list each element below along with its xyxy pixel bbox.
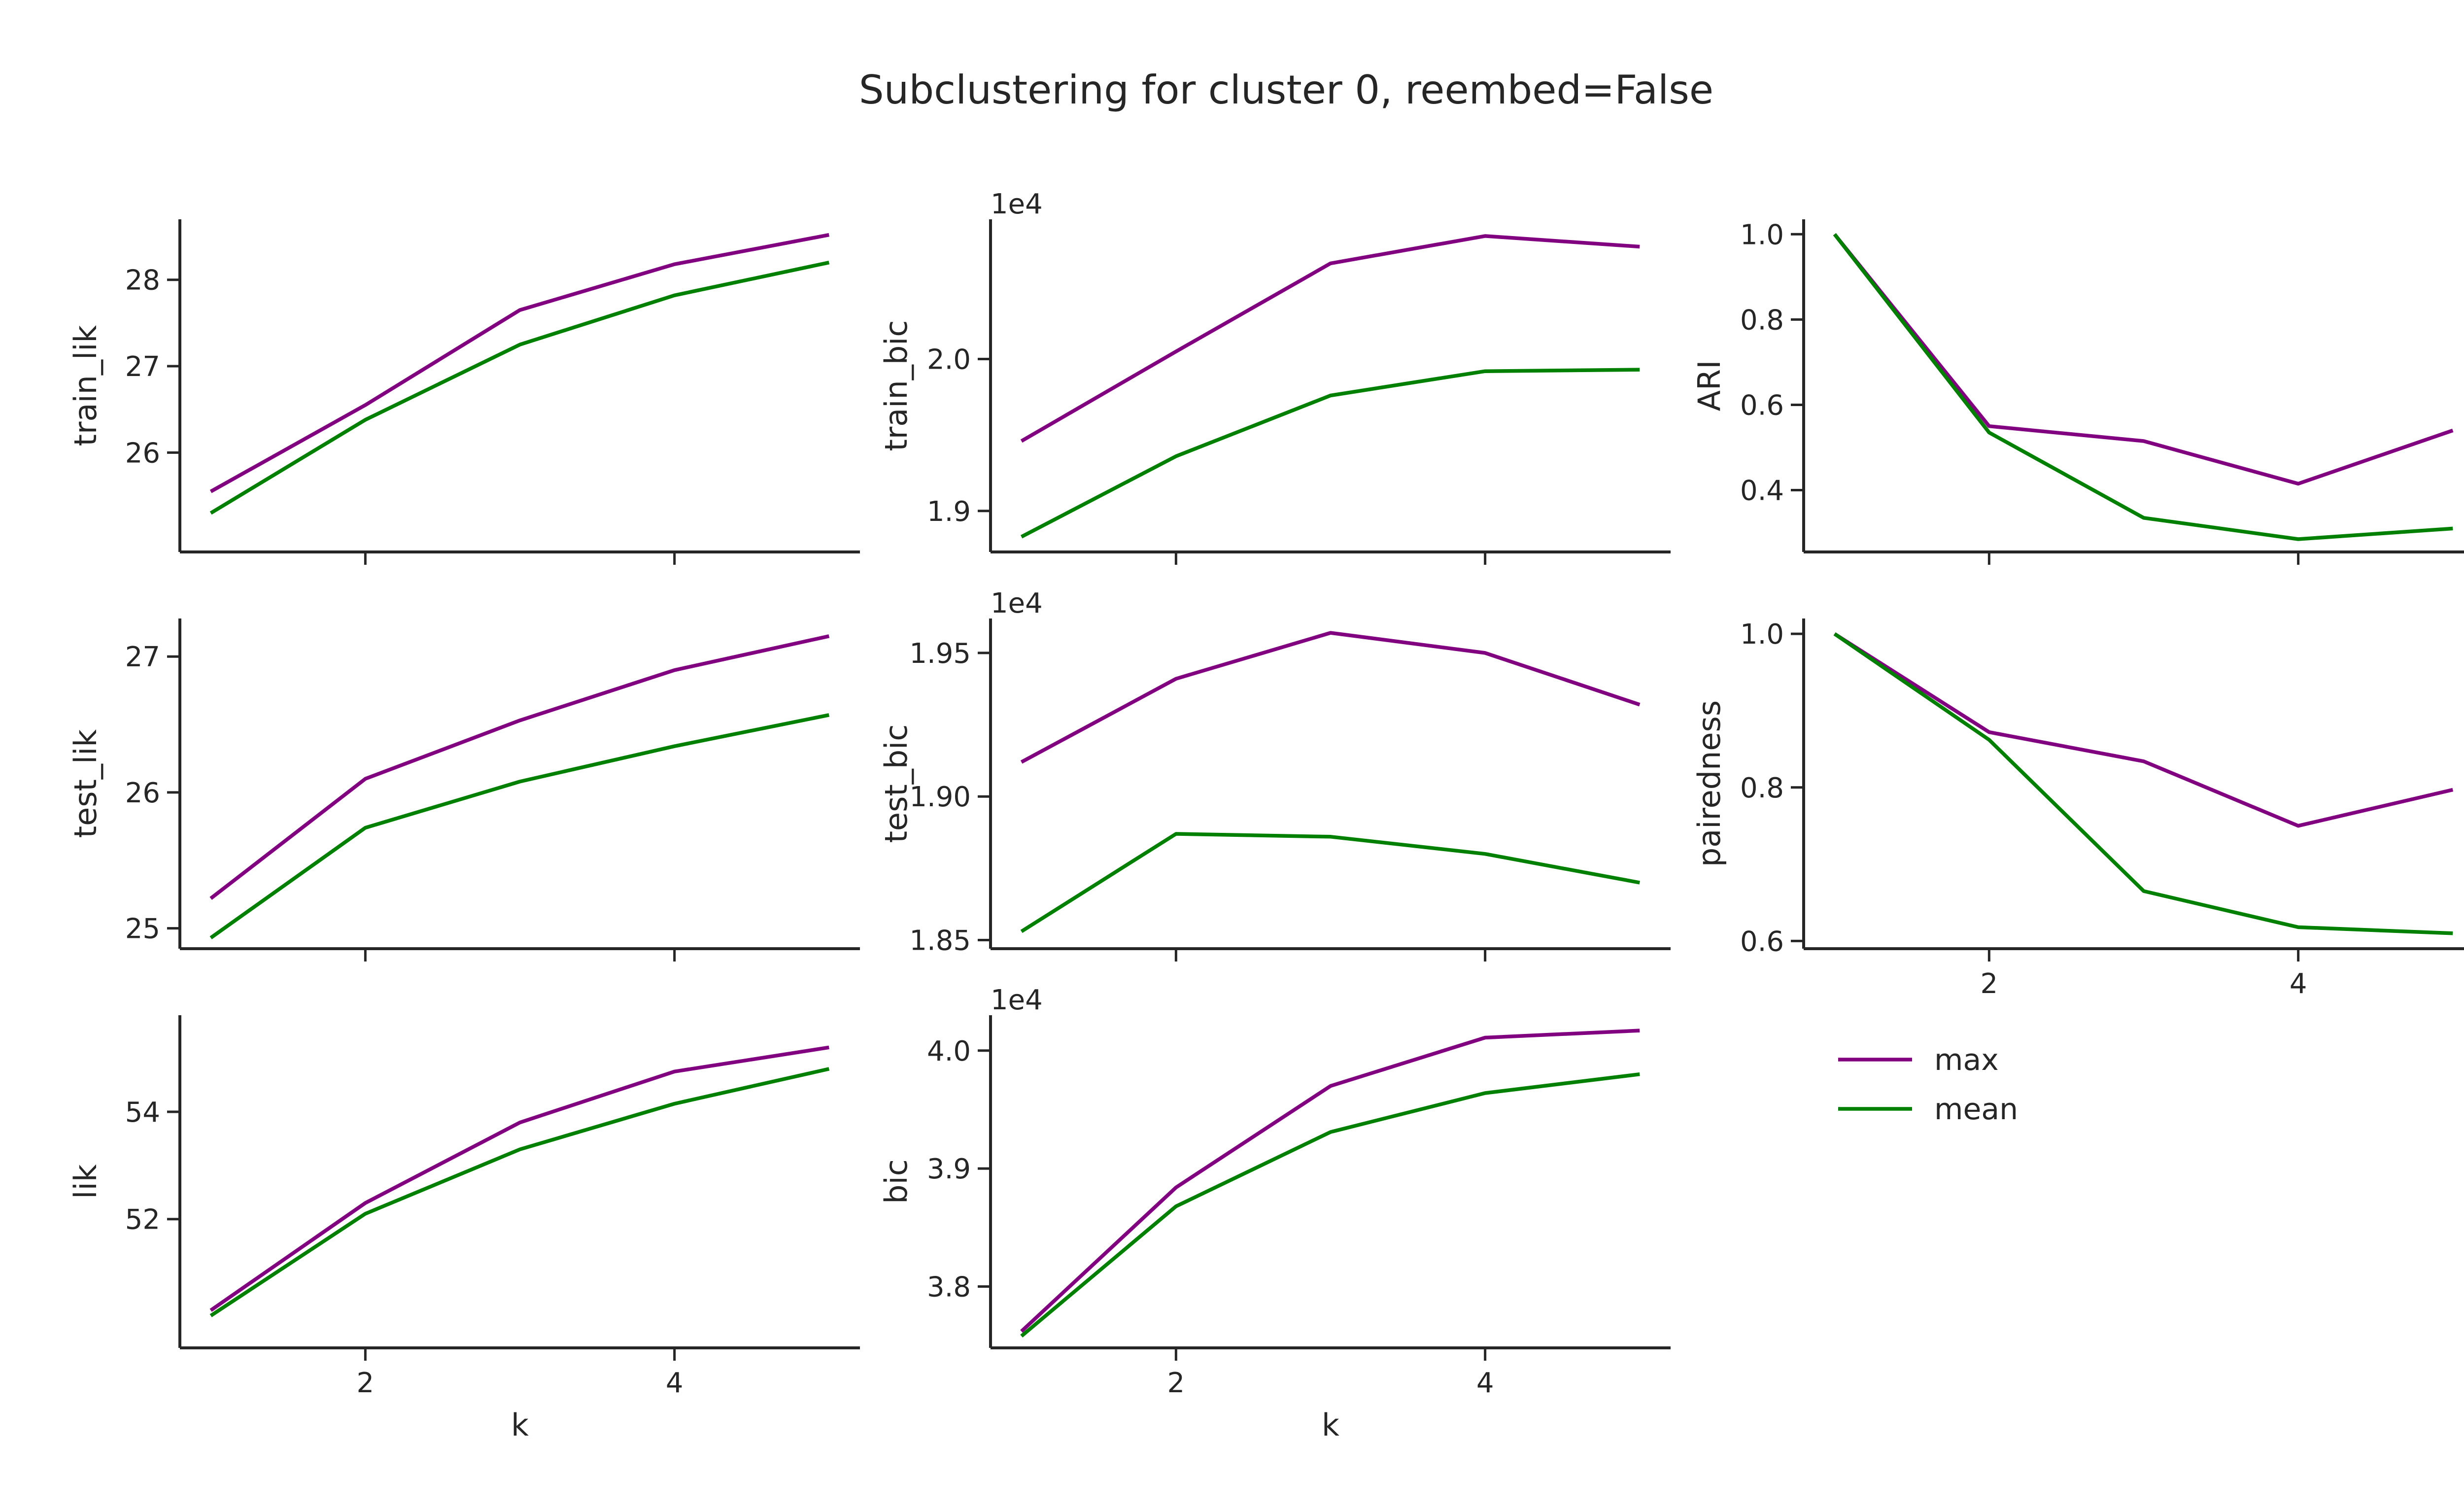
- legend-entry-max: max: [1838, 1043, 1999, 1077]
- x-tick-label: 2: [1981, 968, 1998, 1000]
- series-line-max: [1020, 1029, 1640, 1333]
- subplot-train_bic: 1.9 2.0 train_bic 1e4: [878, 188, 1671, 565]
- y-axis-label: bic: [878, 1159, 914, 1204]
- y-axis-label: ARI: [1691, 360, 1727, 412]
- subplot-lik: 52 54 2 4 lik k: [68, 1015, 860, 1443]
- series-line-max: [1020, 631, 1641, 764]
- y-tick-label: 0.6: [1740, 926, 1784, 958]
- subplot-test_lik: 25 26 27 test_lik: [68, 618, 860, 962]
- subplot-bic: 3.8 3.9 4.0 2 4 bic k 1e4: [878, 984, 1671, 1443]
- y-axis-label: test_bic: [878, 724, 914, 843]
- axis-offset-label: 1e4: [991, 984, 1043, 1016]
- y-axis-label: pairedness: [1691, 700, 1727, 867]
- x-axis-label: k: [1322, 1407, 1339, 1443]
- x-tick-label: 2: [357, 1367, 375, 1399]
- x-tick-label: 4: [1476, 1367, 1494, 1399]
- series-line-mean: [1833, 233, 2453, 541]
- y-tick-label: 3.8: [927, 1271, 971, 1304]
- x-tick-label: 2: [1167, 1367, 1185, 1399]
- series-line-max: [1833, 233, 2454, 486]
- series-line-mean: [1020, 368, 1640, 539]
- y-tick-label: 52: [125, 1204, 160, 1236]
- y-tick-label: 54: [125, 1097, 160, 1129]
- series-line-mean: [1020, 832, 1640, 933]
- y-tick-label: 1.9: [927, 496, 971, 528]
- legend-entry-mean: mean: [1838, 1092, 2018, 1127]
- y-tick-label: 2.0: [927, 344, 971, 376]
- y-tick-label: 25: [125, 913, 160, 945]
- series-line-max: [209, 634, 830, 900]
- y-tick-label: 26: [125, 437, 160, 469]
- y-tick-label: 28: [125, 265, 160, 297]
- subplot-train_lik: 26 27 28 train_lik: [68, 219, 860, 565]
- series-line-max: [1833, 632, 2454, 828]
- series-line-mean: [209, 713, 830, 939]
- y-axis-label: train_lik: [68, 325, 103, 446]
- y-tick-label: 0.8: [1740, 772, 1784, 804]
- legend-label: mean: [1934, 1092, 2018, 1127]
- legend-label: max: [1934, 1043, 1999, 1077]
- y-tick-label: 4.0: [927, 1035, 971, 1067]
- axis-offset-label: 1e4: [991, 188, 1043, 220]
- series-line-max: [209, 1045, 829, 1312]
- x-tick-label: 4: [666, 1367, 684, 1399]
- y-tick-label: 0.6: [1740, 389, 1784, 421]
- y-axis-label: train_bic: [878, 320, 914, 451]
- subplot-test_bic: 1.85 1.90 1.95 test_bic 1e4: [878, 587, 1671, 962]
- series-line-max: [209, 233, 829, 493]
- y-axis-label: lik: [68, 1164, 103, 1199]
- y-tick-label: 1.0: [1740, 219, 1784, 251]
- y-tick-label: 0.4: [1740, 475, 1784, 507]
- series-line-max: [1020, 234, 1640, 443]
- y-tick-label: 0.8: [1740, 304, 1784, 336]
- figure-title: Subclustering for cluster 0, reembed=Fal…: [859, 67, 1713, 113]
- subplot-grid: 262728train_lik1.92.0train_bic1e40.40.60…: [68, 188, 2464, 1443]
- series-line-mean: [209, 261, 830, 515]
- legend: max mean: [1838, 1043, 2018, 1127]
- y-tick-label: 1.0: [1740, 618, 1784, 651]
- y-tick-label: 27: [125, 641, 160, 673]
- series-line-mean: [209, 1067, 830, 1317]
- axis-offset-label: 1e4: [991, 587, 1043, 619]
- y-tick-label: 27: [125, 351, 160, 383]
- y-tick-label: 1.95: [909, 638, 971, 670]
- y-tick-label: 3.9: [927, 1153, 971, 1185]
- y-tick-label: 26: [125, 777, 160, 809]
- x-tick-label: 4: [2290, 968, 2307, 1000]
- y-axis-label: test_lik: [68, 729, 103, 838]
- series-line-mean: [1833, 632, 2453, 935]
- subplot-ARI: 0.4 0.6 0.8 1.0 ARI: [1691, 219, 2464, 565]
- subplot-pairedness: 0.6 0.8 1.0 2 4 pairedness: [1691, 618, 2464, 1000]
- series-line-mean: [1020, 1072, 1640, 1338]
- x-axis-label: k: [511, 1407, 529, 1443]
- y-tick-label: 1.85: [909, 925, 971, 957]
- y-tick-label: 1.90: [909, 781, 971, 813]
